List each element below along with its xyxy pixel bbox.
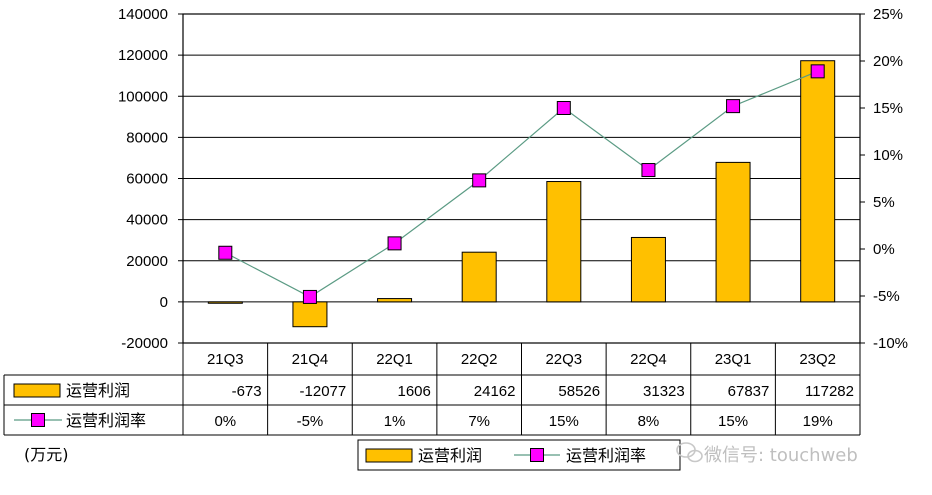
- row-label-profit: 运营利润: [66, 381, 130, 400]
- category-label: 21Q4: [292, 351, 329, 368]
- right-tick-label: 25%: [873, 6, 903, 23]
- legend: 运营利润 运营利润率: [357, 439, 681, 471]
- right-tick-label: 5%: [873, 194, 895, 211]
- legend-swatch-marker: [530, 448, 544, 462]
- margin-line-path: [225, 70, 818, 298]
- left-tick-label: 60000: [126, 171, 168, 188]
- right-tick-label: -10%: [873, 335, 908, 352]
- category-label: 22Q4: [630, 351, 667, 368]
- bar: [546, 181, 582, 303]
- profit-value: 24162: [474, 383, 516, 400]
- bar: [800, 60, 836, 303]
- profit-value: 67837: [728, 383, 770, 400]
- right-axis-ticks: 25% 20% 15% 10% 5% 0% -5% -10%: [860, 6, 908, 352]
- profit-value: -673: [232, 383, 262, 400]
- wechat-icon: [676, 442, 703, 463]
- left-tick-label: 40000: [126, 212, 168, 229]
- right-tick-label: -5%: [873, 288, 900, 305]
- row-label-margin: 运营利润率: [66, 411, 146, 430]
- profit-value: 1606: [398, 383, 431, 400]
- bar: [377, 298, 413, 303]
- margin-value: 19%: [803, 413, 833, 430]
- bar: [630, 236, 666, 303]
- left-tick-label: 140000: [118, 6, 168, 23]
- profit-value: 58526: [558, 383, 600, 400]
- watermark: 微信号: touchweb: [676, 442, 858, 466]
- right-tick-label: 0%: [873, 241, 895, 258]
- category-label: 22Q1: [376, 351, 413, 368]
- bar: [461, 251, 497, 303]
- watermark-text: 微信号: touchweb: [704, 445, 858, 466]
- margin-value: 8%: [638, 413, 660, 430]
- category-label: 22Q3: [545, 351, 582, 368]
- bar: [715, 161, 751, 303]
- category-label: 23Q2: [799, 351, 836, 368]
- category-label: 21Q3: [207, 351, 244, 368]
- margin-value: 7%: [468, 413, 490, 430]
- right-tick-label: 15%: [873, 100, 903, 117]
- profit-value: 117282: [805, 383, 854, 400]
- margin-value: 1%: [384, 413, 406, 430]
- legend-swatch-bar: [365, 448, 413, 463]
- profit-value: -12077: [300, 383, 347, 400]
- left-axis-ticks: 140000 120000 100000 80000 60000 40000 20000 0 -…: [118, 6, 183, 352]
- category-label: 23Q1: [715, 351, 752, 368]
- bar: [207, 301, 243, 304]
- category-label: 22Q2: [461, 351, 498, 368]
- margin-marker: [218, 245, 233, 260]
- left-tick-label: -20000: [121, 335, 168, 352]
- row-swatch-bar: [13, 383, 61, 398]
- right-tick-label: 10%: [873, 147, 903, 164]
- left-tick-label: 100000: [118, 88, 168, 105]
- profit-bars: [207, 60, 836, 328]
- margin-value: -5%: [297, 413, 324, 430]
- margin-marker: [726, 99, 741, 114]
- profit-value: 31323: [643, 383, 685, 400]
- left-tick-label: 20000: [126, 253, 168, 270]
- bar: [292, 301, 328, 328]
- left-tick-label: 80000: [126, 129, 168, 146]
- unit-label: (万元): [24, 445, 69, 464]
- margin-marker: [387, 236, 402, 251]
- legend-label-profit: 运营利润: [418, 446, 482, 465]
- margin-marker: [810, 64, 825, 79]
- margin-value: 15%: [549, 413, 579, 430]
- margin-marker: [472, 173, 487, 188]
- right-tick-label: 20%: [873, 53, 903, 70]
- left-tick-label: 120000: [118, 47, 168, 64]
- gridlines: [183, 54, 860, 303]
- margin-value: 15%: [718, 413, 748, 430]
- data-table: 21Q3 21Q4 22Q1 22Q2 22Q3 22Q4 23Q1 23Q2 运营利润 -673…: [3, 342, 861, 436]
- margin-line: [218, 64, 825, 304]
- legend-label-margin: 运营利润率: [566, 446, 646, 465]
- row-swatch-marker: [31, 413, 45, 427]
- margin-value: 0%: [214, 413, 236, 430]
- margin-marker: [302, 289, 317, 304]
- margin-marker: [556, 101, 571, 115]
- margin-marker: [641, 163, 656, 178]
- left-tick-label: 0: [160, 294, 168, 311]
